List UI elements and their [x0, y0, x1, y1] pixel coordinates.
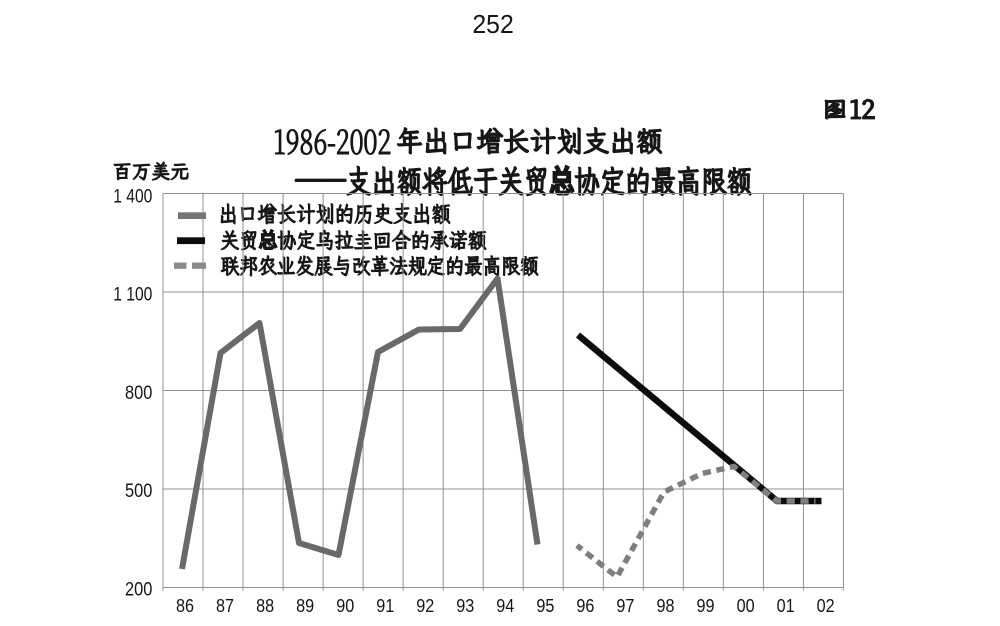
svg-text:252: 252: [472, 9, 513, 39]
svg-text:88: 88: [256, 595, 274, 616]
svg-text:1 400: 1 400: [113, 186, 152, 207]
svg-text:95: 95: [536, 595, 554, 616]
svg-text:94: 94: [496, 595, 514, 616]
svg-text:87: 87: [216, 595, 234, 616]
svg-text:97: 97: [616, 595, 634, 616]
svg-text:90: 90: [336, 595, 354, 616]
svg-text:1 100: 1 100: [113, 285, 152, 306]
svg-text:86: 86: [176, 595, 194, 616]
svg-text:99: 99: [697, 595, 715, 616]
svg-text:89: 89: [296, 595, 314, 616]
svg-text:91: 91: [376, 595, 394, 616]
svg-text:92: 92: [416, 595, 434, 616]
svg-text:93: 93: [456, 595, 474, 616]
svg-text:800: 800: [125, 383, 152, 404]
svg-text:96: 96: [576, 595, 594, 616]
svg-text:98: 98: [657, 595, 675, 616]
svg-text:02: 02: [817, 595, 835, 616]
svg-text:00: 00: [737, 595, 755, 616]
svg-text:200: 200: [125, 580, 152, 601]
svg-text:01: 01: [777, 595, 795, 616]
svg-text:500: 500: [125, 481, 152, 502]
